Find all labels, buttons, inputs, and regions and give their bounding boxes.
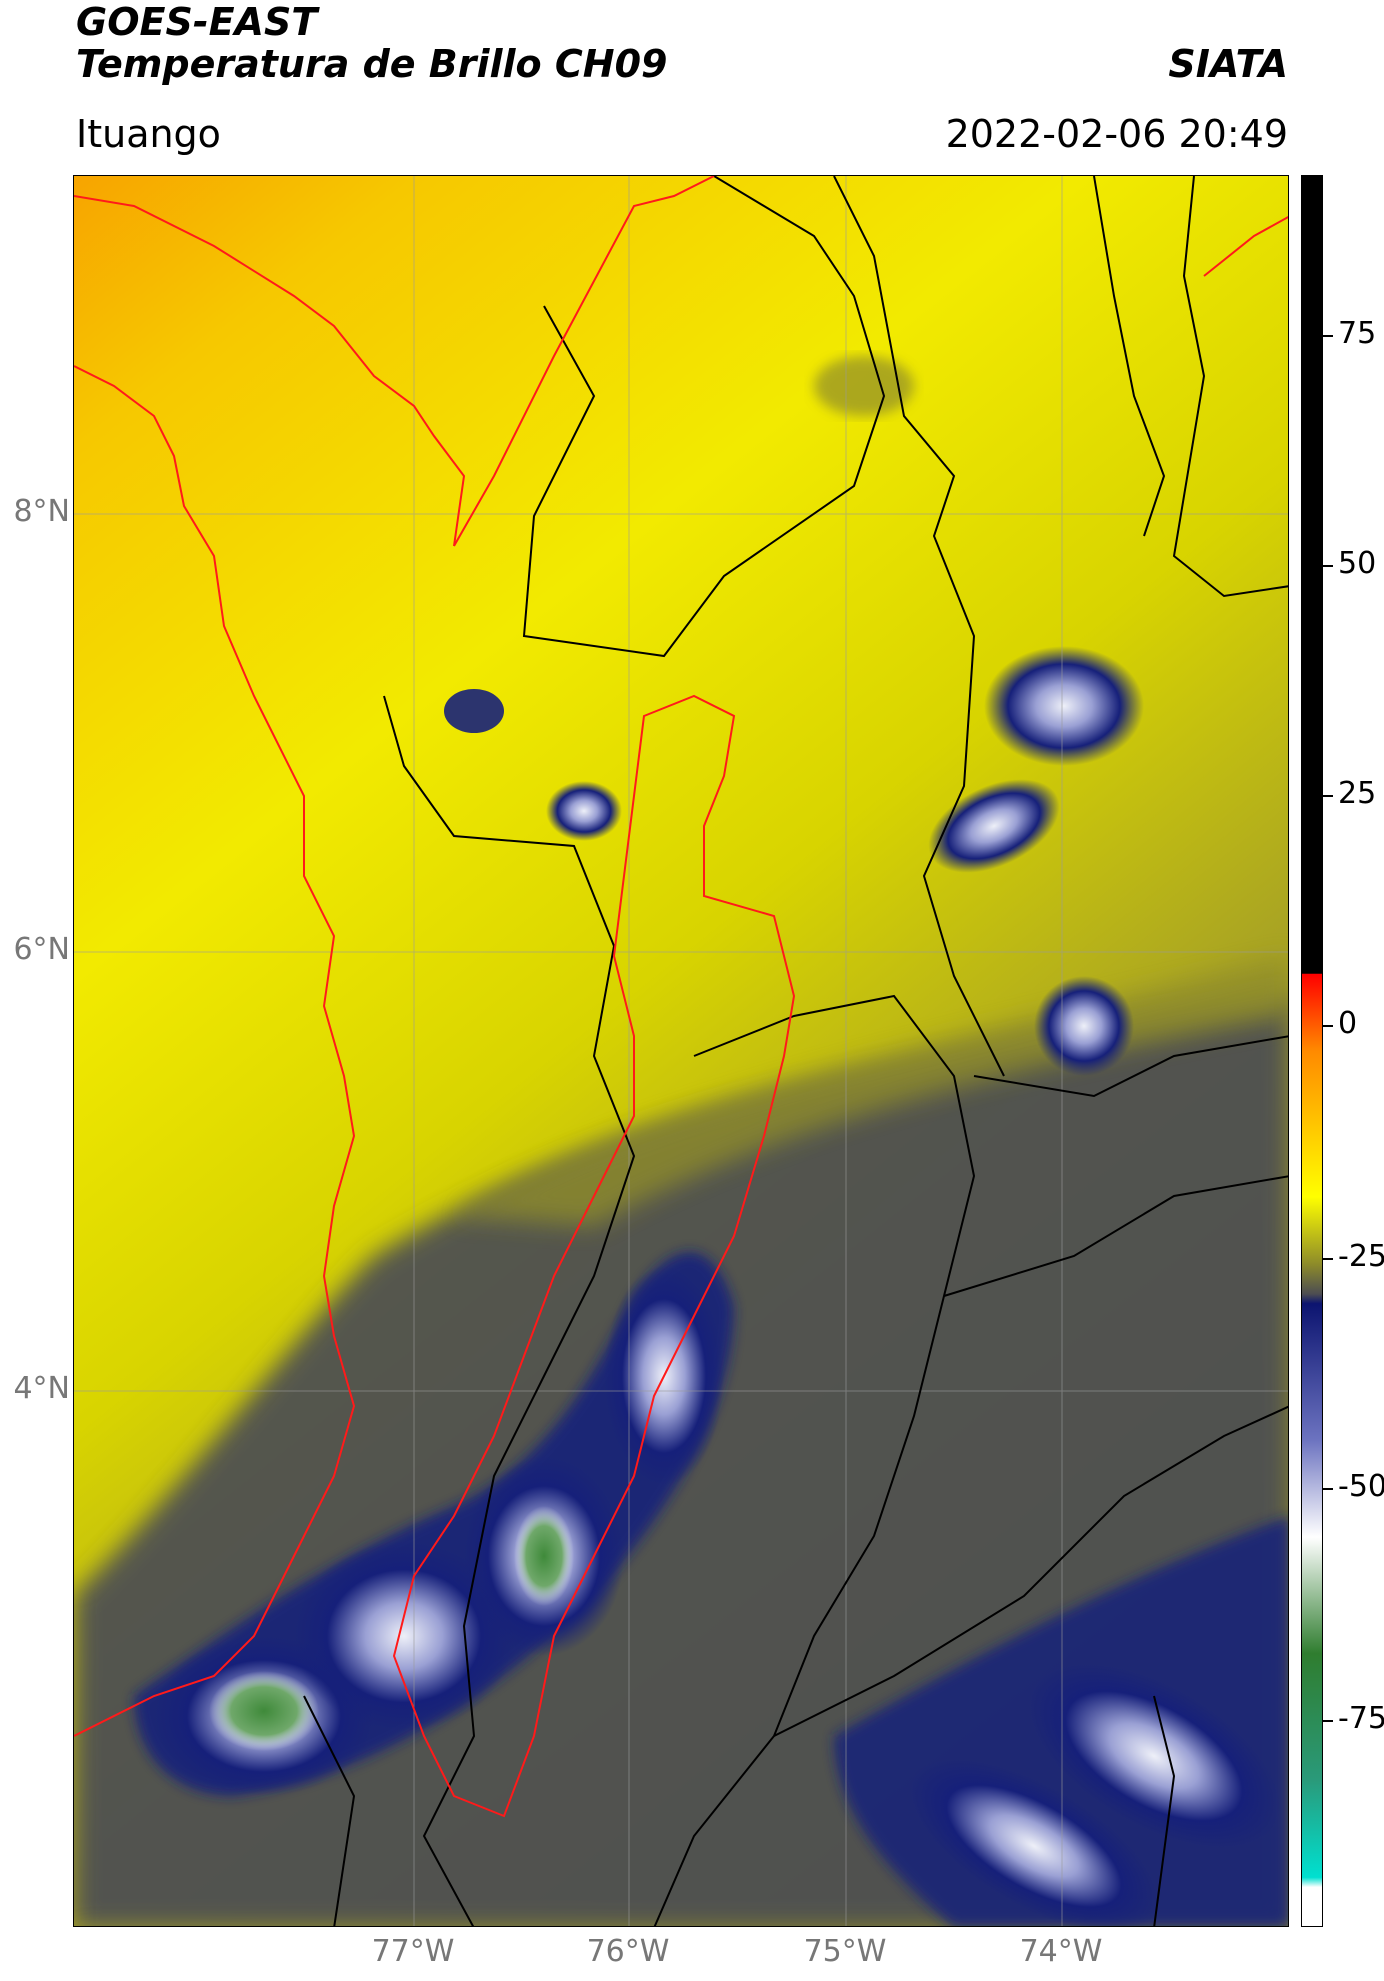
- lat-label-8n: 8°N: [13, 494, 70, 529]
- title-line-1: GOES-EAST: [76, 0, 318, 44]
- storm-cell-7: [984, 646, 1144, 766]
- colorbar-label-50: 50: [1338, 546, 1377, 581]
- lon-label-77w: 77°W: [371, 1934, 455, 1969]
- location-label: Ituango: [76, 112, 221, 156]
- satellite-map: [73, 175, 1289, 1927]
- colorbar-label-minus-50: -50: [1338, 1469, 1384, 1504]
- datetime-label: 2022-02-06 20:49: [945, 112, 1288, 156]
- colorbar-label-minus-75: -75: [1338, 1701, 1384, 1736]
- northern-cloud-patch: [814, 356, 914, 416]
- colorbar-tick: [1323, 565, 1333, 567]
- ituango-watershed-outline: [392, 694, 796, 1818]
- colorbar-label-minus-25: -25: [1338, 1239, 1384, 1274]
- colorbar-tick: [1323, 1258, 1333, 1260]
- lat-label-6n: 6°N: [13, 932, 70, 967]
- colorbar-tick: [1323, 1488, 1333, 1490]
- colorbar-label-75: 75: [1338, 316, 1377, 351]
- colorbar-tick: [1323, 1025, 1333, 1027]
- storm-cell-11: [444, 689, 504, 733]
- brand-label: SIATA: [1168, 42, 1288, 86]
- colorbar-label-25: 25: [1338, 776, 1377, 811]
- map-canvas: [74, 176, 1288, 1926]
- department-boundaries: [303, 176, 1288, 1926]
- storm-cell-5: [1027, 1663, 1281, 1849]
- colorbar: [1301, 175, 1323, 1927]
- storm-cell-6: [909, 1758, 1159, 1926]
- colorbar-tick: [1323, 335, 1333, 337]
- coldest-core-1: [209, 1671, 319, 1751]
- lat-label-4n: 4°N: [13, 1371, 70, 1406]
- colorbar-tick: [1323, 1720, 1333, 1722]
- storm-cell-9: [1034, 976, 1134, 1076]
- lon-label-74w: 74°W: [1019, 1934, 1103, 1969]
- colorbar-label-0: 0: [1338, 1006, 1358, 1041]
- coastline: [74, 176, 1288, 1737]
- lon-label-75w: 75°W: [803, 1934, 887, 1969]
- storm-cell-8: [928, 779, 1060, 873]
- title-line-2: Temperatura de Brillo CH09: [76, 42, 668, 86]
- lon-label-76w: 76°W: [586, 1934, 670, 1969]
- colorbar-tick: [1323, 795, 1333, 797]
- graticule: [74, 176, 1288, 1926]
- coldest-core-2: [514, 1506, 574, 1606]
- storm-cell-2: [294, 1541, 514, 1731]
- storm-cell-10: [546, 781, 622, 841]
